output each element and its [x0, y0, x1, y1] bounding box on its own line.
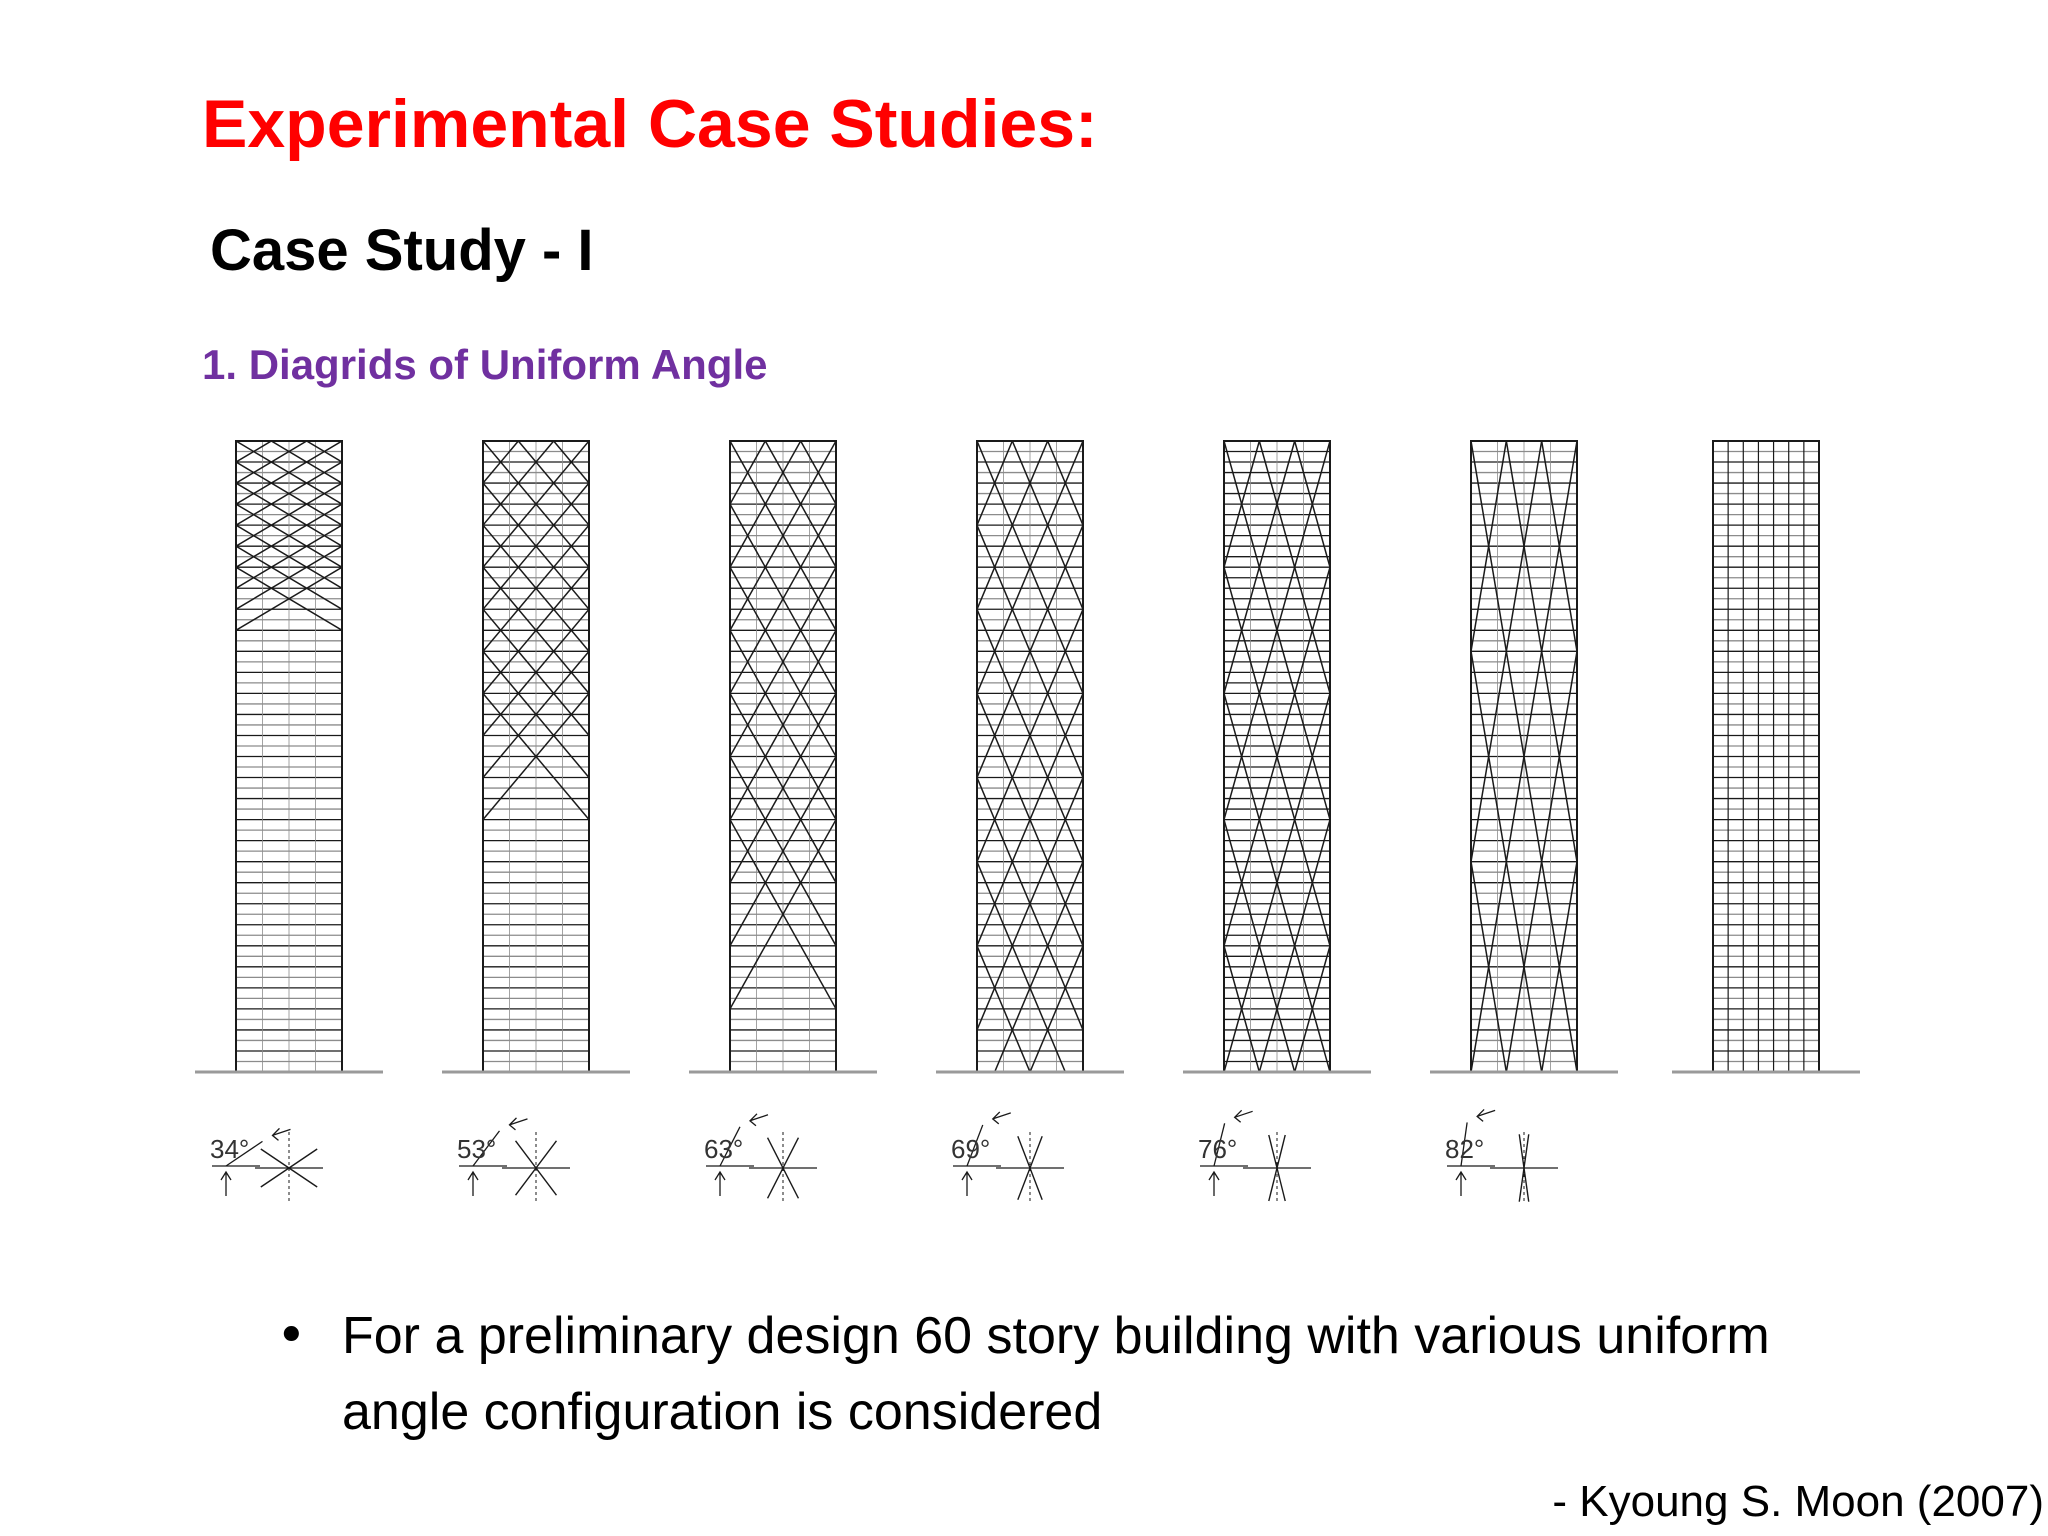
angle-legend-6: 82° [1445, 1108, 1558, 1204]
angle-legend-1: 34° [210, 1127, 323, 1204]
tower-7 [1672, 440, 1860, 1074]
tower-2 [442, 440, 630, 1074]
angle-label-2: 53° [457, 1134, 496, 1164]
angle-label-6: 82° [1445, 1134, 1484, 1164]
tower-5 [1183, 440, 1371, 1074]
angle-label-4: 69° [951, 1134, 990, 1164]
angle-label-3: 63° [704, 1134, 743, 1164]
section-heading: 1. Diagrids of Uniform Angle [202, 341, 768, 388]
tower-6 [1430, 440, 1618, 1074]
slide-title: Experimental Case Studies: [202, 86, 1098, 162]
diagrid-towers-diagram: 34° 53° 63° 69° 76° 82° [195, 440, 1860, 1204]
tower-1 [195, 440, 383, 1074]
angle-legend-5: 76° [1198, 1109, 1311, 1204]
bullet-point: • For a preliminary design 60 story buil… [276, 1298, 1836, 1450]
citation: - Kyoung S. Moon (2007) [1552, 1477, 2044, 1526]
angle-legend-3: 63° [704, 1113, 817, 1204]
angle-legend-2: 53° [457, 1117, 570, 1204]
tower-4 [936, 440, 1124, 1074]
tower-3 [689, 440, 877, 1074]
case-study-subtitle: Case Study - I [210, 218, 594, 283]
angle-legend-4: 69° [951, 1111, 1064, 1204]
bullet-text: For a preliminary design 60 story buildi… [342, 1307, 1770, 1441]
angle-label-5: 76° [1198, 1134, 1237, 1164]
bullet-dot-icon: • [276, 1306, 307, 1366]
angle-label-1: 34° [210, 1134, 249, 1164]
